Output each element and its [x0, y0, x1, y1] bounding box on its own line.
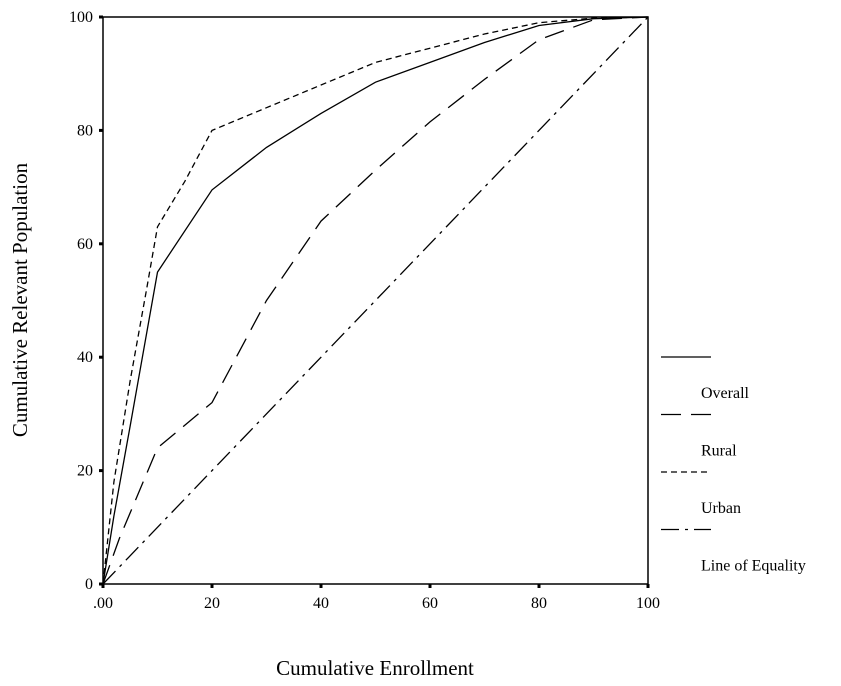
x-tick-label: 60 [422, 595, 438, 612]
x-tick-label: 20 [204, 595, 220, 612]
legend-label: Rural [701, 443, 737, 460]
legend-label: Urban [701, 500, 741, 517]
y-axis-ticks: 0 20 40 60 80 100 [69, 9, 103, 593]
y-axis-title: Cumulative Relevant Population [8, 162, 32, 437]
legend-label: Line of Equality [701, 558, 806, 575]
series-layer [102, 16, 649, 585]
y-tick-label: 0 [85, 576, 93, 593]
y-tick-label: 100 [69, 9, 93, 26]
legend-label: Overall [701, 385, 750, 402]
x-axis-ticks: .00 20 40 60 80 100 [93, 584, 660, 612]
series-line-line-of-equality [102, 16, 649, 585]
x-tick-label: 100 [636, 595, 660, 612]
y-tick-label: 40 [77, 349, 93, 366]
y-tick-label: 60 [77, 236, 93, 253]
plot-frame [102, 16, 649, 585]
y-tick-label: 80 [77, 122, 93, 139]
x-tick-label: 40 [313, 595, 329, 612]
series-line-rural [102, 16, 649, 585]
series-line-urban [102, 16, 649, 585]
x-axis-title: Cumulative Enrollment [276, 656, 474, 680]
legend: Overall Rural Urban Line of Equality [661, 356, 806, 575]
y-tick-label: 20 [77, 463, 93, 480]
series-line-overall [102, 16, 649, 585]
x-tick-label: 80 [531, 595, 547, 612]
x-tick-label: .00 [93, 595, 113, 612]
